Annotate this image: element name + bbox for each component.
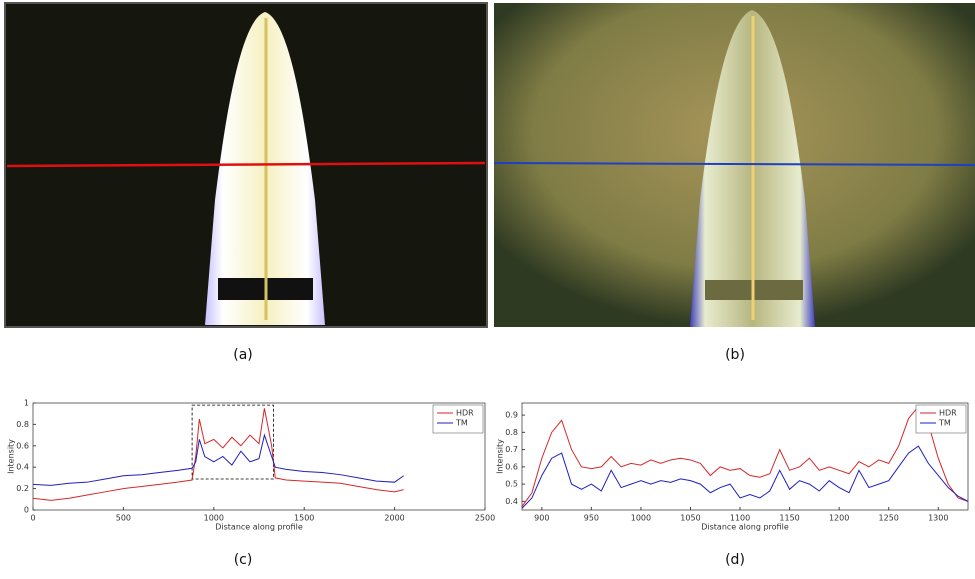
x-tick-label: 950 [584, 514, 599, 523]
plot-area [521, 402, 969, 511]
highlight-box [191, 404, 274, 480]
image-b [493, 3, 975, 327]
series-line [521, 405, 969, 507]
y-tick-label: 1 [24, 399, 29, 408]
x-tick-label: 0 [30, 514, 35, 523]
x-tick-label: 1250 [879, 514, 899, 523]
legend-box [915, 404, 967, 434]
image-a [4, 2, 488, 328]
y-axis-label: Intensity [7, 439, 16, 474]
y-tick-label: 0.2 [16, 484, 29, 493]
x-axis-label: Distance along profile [215, 523, 303, 532]
y-tick-label: 0.8 [505, 428, 518, 437]
caption: (a) [233, 347, 253, 363]
y-tick-label: 0.6 [505, 462, 518, 471]
x-tick-label: 500 [116, 514, 131, 523]
y-tick-label: 0 [24, 506, 29, 515]
x-tick-label: 1000 [204, 514, 224, 523]
legend-label: HDR [456, 409, 474, 418]
y-tick-label: 0.4 [16, 463, 29, 472]
x-tick-label: 900 [534, 514, 549, 523]
series-line [32, 408, 404, 501]
caption: (b) [725, 347, 745, 363]
caption: (c) [234, 552, 253, 568]
x-tick-label: 1500 [294, 514, 314, 523]
y-tick-label: 0.5 [505, 480, 518, 489]
x-axis-label: Distance along profile [701, 523, 789, 532]
x-tick-label: 1200 [829, 514, 849, 523]
y-axis-label: Intensity [496, 439, 505, 474]
x-tick-label: 1150 [779, 514, 799, 523]
x-tick-label: 1050 [680, 514, 700, 523]
x-tick-label: 2500 [475, 514, 495, 523]
y-tick-label: 0.9 [505, 411, 518, 420]
series-line [32, 433, 404, 486]
legend-label: HDR [939, 409, 957, 418]
x-tick-label: 1000 [631, 514, 651, 523]
legend-label: TM [455, 419, 468, 428]
x-tick-label: 1300 [928, 514, 948, 523]
legend-box [432, 404, 484, 434]
x-tick-label: 1100 [730, 514, 750, 523]
x-tick-label: 2000 [384, 514, 404, 523]
legend-label: TM [938, 419, 951, 428]
series-line [521, 445, 969, 509]
y-tick-label: 0.8 [16, 420, 29, 429]
caption: (d) [725, 552, 745, 568]
y-tick-label: 0.4 [505, 497, 518, 506]
y-tick-label: 0.7 [505, 445, 518, 454]
y-tick-label: 0.6 [16, 441, 29, 450]
